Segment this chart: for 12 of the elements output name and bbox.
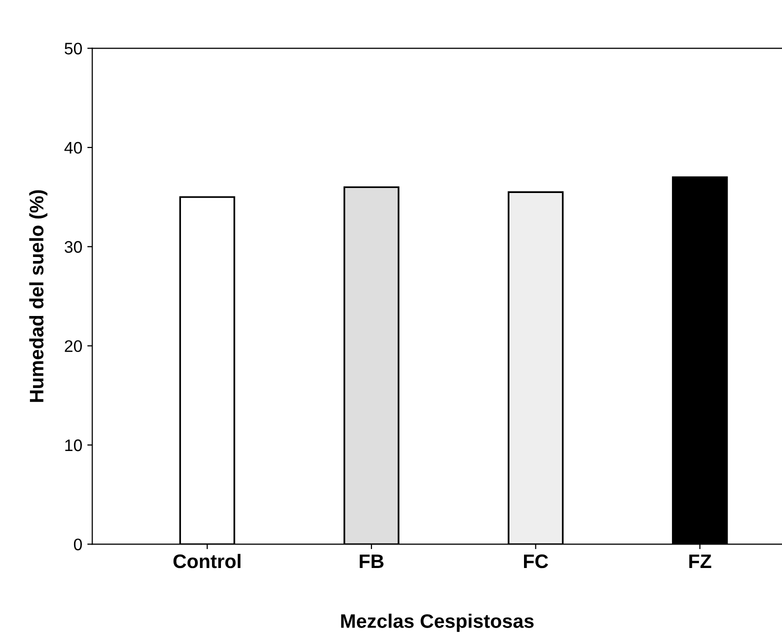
y-tick-label: 0 [74,538,82,550]
y-tick-label: 30 [64,241,82,253]
y-tick-label: 50 [64,42,82,55]
x-tick-label: FZ [689,554,712,568]
x-tick-label: FB [360,554,384,568]
y-tick-label: 20 [64,340,82,352]
y-axis-title: Humedad del suelo (%) [29,190,48,402]
x-axis-title: Mezclas Cespistosas [341,614,534,632]
x-tick-label: Control [173,554,240,568]
y-tick-label: 40 [64,142,82,154]
x-tick-label: FC [524,554,548,568]
y-tick-label: 10 [65,439,82,452]
